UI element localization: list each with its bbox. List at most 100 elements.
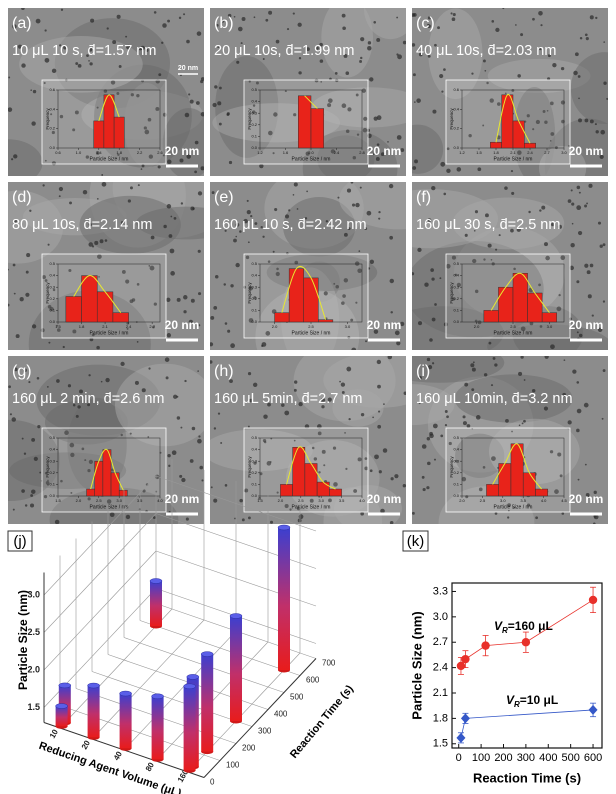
tem-particle: [8, 303, 10, 307]
tem-particle: [236, 60, 240, 64]
tem-particle: [91, 245, 95, 248]
bar: [292, 447, 306, 497]
tem-particle: [448, 441, 452, 446]
x-tick-label: 2.0: [459, 498, 465, 503]
tem-particle: [292, 12, 295, 15]
tem-panel: 0.0 0.1 0.2 0.3 0.4 0.5 1.5 1.8 2.1 2.4 2.7 Frequen…: [8, 182, 204, 350]
tem-particle: [387, 141, 389, 143]
tem-particle: [214, 275, 219, 279]
tem-shade: [311, 87, 406, 128]
panel-label: (i): [416, 363, 430, 380]
tem-particle: [372, 416, 374, 419]
tem-particle: [562, 392, 567, 397]
bar: [498, 463, 512, 497]
tem-particle: [101, 174, 104, 176]
tem-particle: [117, 153, 120, 157]
tem-particle: [186, 154, 191, 159]
y-tick-label: 2.1: [433, 687, 448, 699]
tem-particle: [350, 182, 354, 184]
bar: [329, 488, 342, 497]
panel-caption: 160 μL 5min, d̄=2.7 nm: [214, 391, 362, 407]
tem-particle: [484, 69, 487, 72]
tem-particle: [492, 356, 496, 360]
tem-particle: [294, 260, 299, 265]
tem-particle: [13, 219, 17, 223]
bar: [112, 312, 129, 323]
bar: [81, 275, 98, 323]
tem-particle: [432, 362, 435, 365]
fit-curve: [490, 272, 550, 314]
z-tick-label: 2.5: [27, 627, 40, 637]
tem-panel: 0.0 0.1 0.2 0.3 0.4 0.5 1.5 2.0 2.5 3.0 3.5 4.0 Freq…: [210, 356, 406, 524]
tem-particle: [360, 37, 365, 42]
tem-shade: [302, 129, 398, 176]
x-tick-label: 600: [584, 752, 602, 764]
z-tick-label: 3.0: [27, 589, 40, 599]
tem-particle: [306, 190, 308, 193]
x-tick-label: 0: [456, 752, 462, 764]
tem-particle: [98, 276, 100, 278]
y-tick-label: 0.4: [453, 106, 459, 111]
tem-particle: [332, 446, 337, 450]
tem-particle: [77, 63, 82, 68]
tem-particle: [261, 344, 264, 348]
tem-particle: [59, 114, 64, 119]
panel-caption: 160 μL 10 s, d̄=2.42 nm: [214, 217, 367, 233]
tem-particle: [507, 503, 511, 508]
tem-particle: [471, 388, 475, 392]
tem-particle: [346, 366, 352, 372]
tem-particle: [167, 159, 172, 165]
tem-particle: [44, 279, 48, 282]
tem-particle: [289, 508, 292, 511]
tem-particle: [475, 415, 481, 420]
tem-particle: [309, 498, 314, 503]
panel-label: (a): [12, 15, 32, 32]
tem-particle: [402, 483, 406, 488]
tem-particle: [427, 16, 432, 20]
tem-particle: [233, 238, 237, 243]
tem-particle: [585, 37, 589, 41]
tem-particle: [357, 268, 362, 274]
tem-particle: [263, 440, 267, 444]
x-axis-label: Particle Size / nm: [292, 330, 331, 336]
tem-particle: [21, 8, 25, 11]
y-tick-label: 0.5: [251, 87, 257, 92]
tem-particle: [126, 44, 131, 50]
tem-particle: [396, 16, 399, 19]
tem-particle: [33, 456, 38, 461]
tem-particle: [576, 381, 580, 384]
tem-particle: [96, 197, 99, 200]
tem-panel: 0.0 0.2 0.4 0.6 0.6 1.0 1.4 1.8 2.2 2.6 Frequency P…: [8, 8, 204, 176]
tem-particle: [583, 402, 589, 408]
tem-particle: [179, 158, 184, 163]
tem-particle: [518, 371, 523, 376]
panel-label: (e): [214, 189, 234, 206]
tem-particle: [176, 297, 181, 302]
tem-particle: [89, 62, 93, 66]
y-axis-label: Frequency: [449, 456, 454, 478]
tem-particle: [382, 448, 388, 453]
tem-particle: [217, 45, 220, 49]
tem-particle: [483, 59, 486, 63]
tem-particle: [284, 410, 290, 416]
tem-shade: [19, 36, 143, 93]
tem-particle: [394, 330, 400, 336]
tem-particle: [269, 520, 274, 524]
tem-particle: [12, 24, 17, 29]
y-tick-label: 0.4: [49, 273, 55, 278]
y-tick-label: 0.3: [251, 458, 257, 463]
tem-particle: [198, 324, 201, 327]
x-tick-label: 2.1: [510, 150, 516, 155]
tem-particle: [247, 425, 250, 428]
tem-particle: [210, 315, 215, 320]
tem-particle: [335, 78, 339, 83]
fit-curve: [281, 265, 327, 320]
x-tick-label: 2.1: [102, 324, 108, 329]
tem-particle: [431, 277, 435, 281]
tem-particle: [161, 41, 164, 44]
tem-particle: [199, 465, 204, 470]
tem-particle: [69, 442, 75, 448]
tem-particle: [414, 101, 416, 103]
tem-particle: [584, 204, 588, 208]
y-tick-label: 0.0: [49, 145, 55, 150]
